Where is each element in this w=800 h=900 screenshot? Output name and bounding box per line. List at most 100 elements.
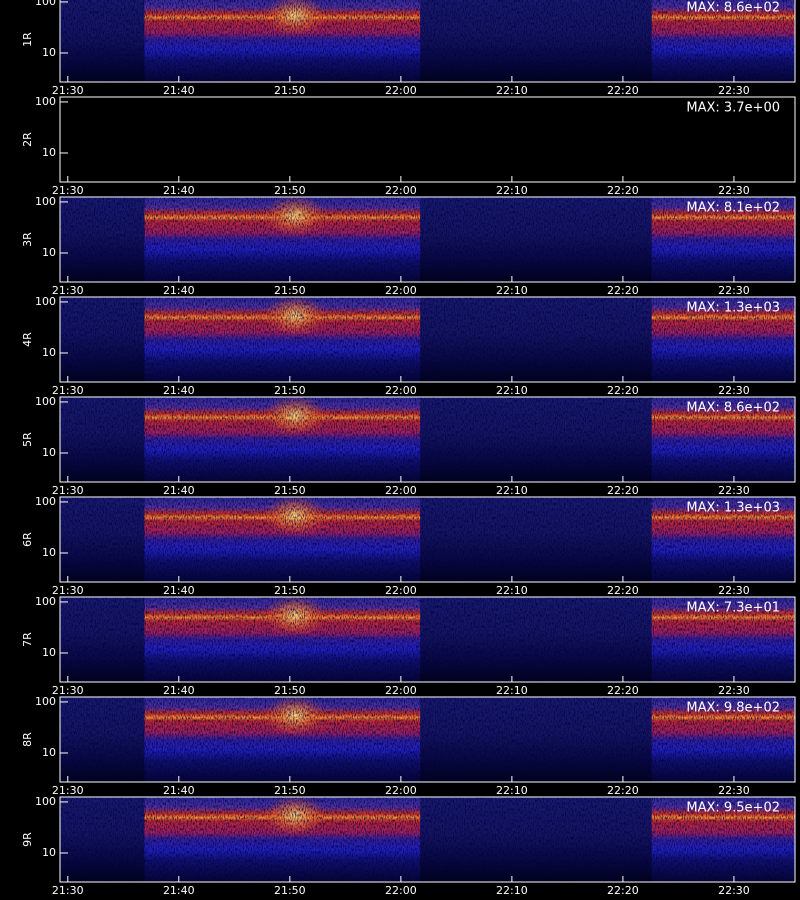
max-annotation: MAX: 8.1e+02: [686, 201, 780, 216]
x-tick-label: 21:40: [163, 84, 195, 97]
x-tick-label: 22:00: [385, 84, 417, 97]
spectrogram: [60, 495, 795, 582]
x-tick-label: 21:50: [274, 384, 306, 397]
x-tick-label: 21:30: [52, 284, 84, 297]
x-tick-label: 22:20: [607, 684, 639, 697]
spectrogram: [60, 195, 795, 282]
y-tick-label: 100: [35, 395, 56, 408]
frame: [59, 96, 796, 183]
y-axis-label: 7R: [21, 632, 34, 647]
panel: 10 100 21:30 21:40 21:50 22:00 22:10 22:20 22:30…: [21, 795, 796, 897]
x-tick-label: 22:10: [496, 584, 528, 597]
x-tick-label: 21:50: [274, 484, 306, 497]
y-axis-label: 1R: [21, 32, 34, 47]
x-tick-label: 22:10: [496, 784, 528, 797]
frame: [59, 296, 796, 383]
grain: [60, 197, 795, 282]
x-tick-label: 21:50: [274, 584, 306, 597]
x-tick-label: 21:50: [274, 684, 306, 697]
x-tick-label: 22:20: [607, 84, 639, 97]
grain: [60, 97, 795, 182]
y-axis-label: 9R: [21, 832, 34, 847]
x-tick-label: 21:50: [274, 184, 306, 197]
x-tick-label: 22:30: [718, 184, 750, 197]
x-tick-label: 22:00: [385, 584, 417, 597]
max-annotation: MAX: 1.3e+03: [686, 301, 780, 316]
x-tick-label: 21:50: [274, 284, 306, 297]
x-tick-label: 22:10: [496, 84, 528, 97]
y-tick-label: 100: [35, 695, 56, 708]
x-tick-label: 22:00: [385, 784, 417, 797]
x-tick-label: 22:10: [496, 284, 528, 297]
x-tick-label: 21:30: [52, 384, 84, 397]
x-tick-label: 21:50: [274, 884, 306, 897]
x-tick-label: 22:00: [385, 284, 417, 297]
frame: [59, 796, 796, 883]
spectrogram: [60, 695, 795, 782]
x-tick-label: 21:30: [52, 584, 84, 597]
x-tick-label: 21:40: [163, 384, 195, 397]
y-tick-label: 10: [42, 246, 56, 259]
grain: [60, 297, 795, 382]
y-axis-label: 4R: [21, 332, 34, 347]
grain: [60, 397, 795, 482]
y-tick-label: 10: [42, 746, 56, 759]
x-tick-label: 21:30: [52, 84, 84, 97]
y-tick-label: 100: [35, 595, 56, 608]
y-tick-label: 100: [35, 495, 56, 508]
x-tick-label: 22:30: [718, 884, 750, 897]
spectrogram: [60, 795, 795, 882]
x-tick-label: 22:10: [496, 884, 528, 897]
max-annotation: MAX: 9.8e+02: [686, 701, 780, 716]
spectrogram: [60, 0, 795, 82]
plot-background: [60, 97, 795, 182]
x-tick-label: 21:40: [163, 484, 195, 497]
x-tick-label: 21:30: [52, 784, 84, 797]
x-tick-label: 21:40: [163, 684, 195, 697]
max-annotation: MAX: 1.3e+03: [686, 501, 780, 516]
x-tick-label: 22:30: [718, 684, 750, 697]
panel: 10 100 21:30 21:40 21:50 22:00 22:10 22:20 22:30…: [21, 295, 796, 397]
x-tick-label: 22:20: [607, 584, 639, 597]
x-tick-label: 22:00: [385, 884, 417, 897]
x-tick-label: 22:00: [385, 184, 417, 197]
x-tick-label: 22:30: [718, 284, 750, 297]
max-annotation: MAX: 9.5e+02: [686, 801, 780, 816]
y-tick-label: 10: [42, 646, 56, 659]
x-tick-label: 22:10: [496, 684, 528, 697]
x-tick-label: 21:50: [274, 84, 306, 97]
grain: [60, 497, 795, 582]
panel: 10 100 21:30 21:40 21:50 22:00 22:10 22:20 22:30…: [21, 695, 796, 797]
x-tick-label: 22:00: [385, 484, 417, 497]
x-tick-label: 21:30: [52, 884, 84, 897]
x-tick-label: 22:30: [718, 84, 750, 97]
y-tick-label: 10: [42, 846, 56, 859]
max-annotation: MAX: 3.7e+00: [686, 101, 780, 116]
panel: 10 100 21:30 21:40 21:50 22:00 22:10 22:20 22:30…: [21, 0, 796, 97]
panel: 10 100 21:30 21:40 21:50 22:00 22:10 22:20 22:30…: [21, 595, 796, 697]
x-tick-label: 21:30: [52, 484, 84, 497]
max-annotation: MAX: 8.6e+02: [686, 401, 780, 416]
x-tick-label: 21:40: [163, 784, 195, 797]
y-axis-label: 6R: [21, 532, 34, 547]
x-tick-label: 22:20: [607, 884, 639, 897]
y-tick-label: 10: [42, 146, 56, 159]
x-tick-label: 22:10: [496, 484, 528, 497]
x-tick-label: 21:30: [52, 684, 84, 697]
x-tick-label: 22:20: [607, 284, 639, 297]
x-tick-label: 22:20: [607, 484, 639, 497]
x-tick-label: 21:40: [163, 884, 195, 897]
x-tick-label: 22:30: [718, 784, 750, 797]
x-tick-label: 22:10: [496, 184, 528, 197]
frame: [59, 396, 796, 483]
y-axis-label: 5R: [21, 432, 34, 447]
x-tick-label: 22:10: [496, 384, 528, 397]
y-tick-label: 100: [35, 295, 56, 308]
y-tick-label: 100: [35, 0, 56, 8]
x-tick-label: 21:40: [163, 184, 195, 197]
x-tick-label: 22:30: [718, 584, 750, 597]
x-tick-label: 21:50: [274, 784, 306, 797]
spectrogram: [60, 295, 795, 382]
y-tick-label: 100: [35, 795, 56, 808]
